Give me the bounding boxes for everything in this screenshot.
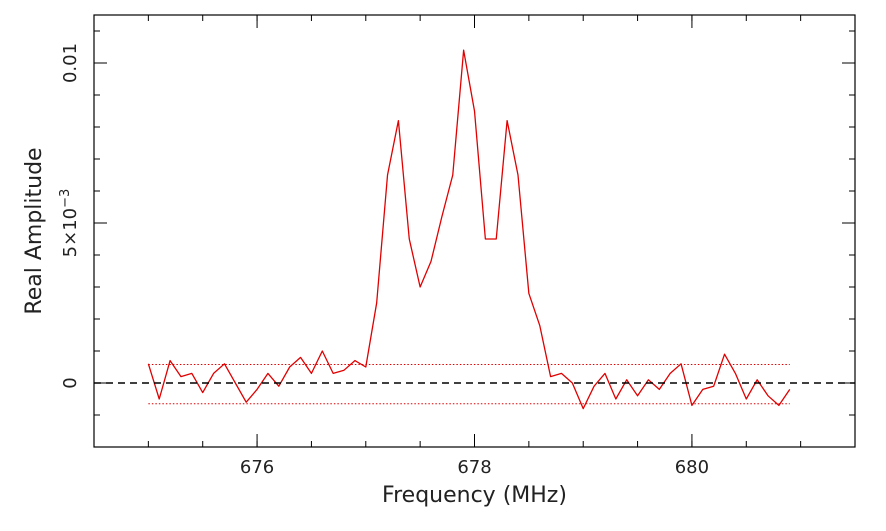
plot-area <box>94 49 855 410</box>
series-line-solid-0 <box>147 49 791 410</box>
y-tick-label: 0 <box>60 377 81 388</box>
y-axis-title: Real Amplitude <box>22 147 47 314</box>
y-tick-label: 0.01 <box>60 43 81 83</box>
x-tick-label: 676 <box>240 457 274 478</box>
y-tick-label: 5×10−3 <box>58 189 81 258</box>
x-axis-title: Frequency (MHz) <box>382 483 567 508</box>
axis-ticks: 676 678 680 0 5×10−3 0.01 <box>58 15 856 478</box>
x-tick-label: 678 <box>457 457 491 478</box>
x-tick-label: 680 <box>675 457 709 478</box>
